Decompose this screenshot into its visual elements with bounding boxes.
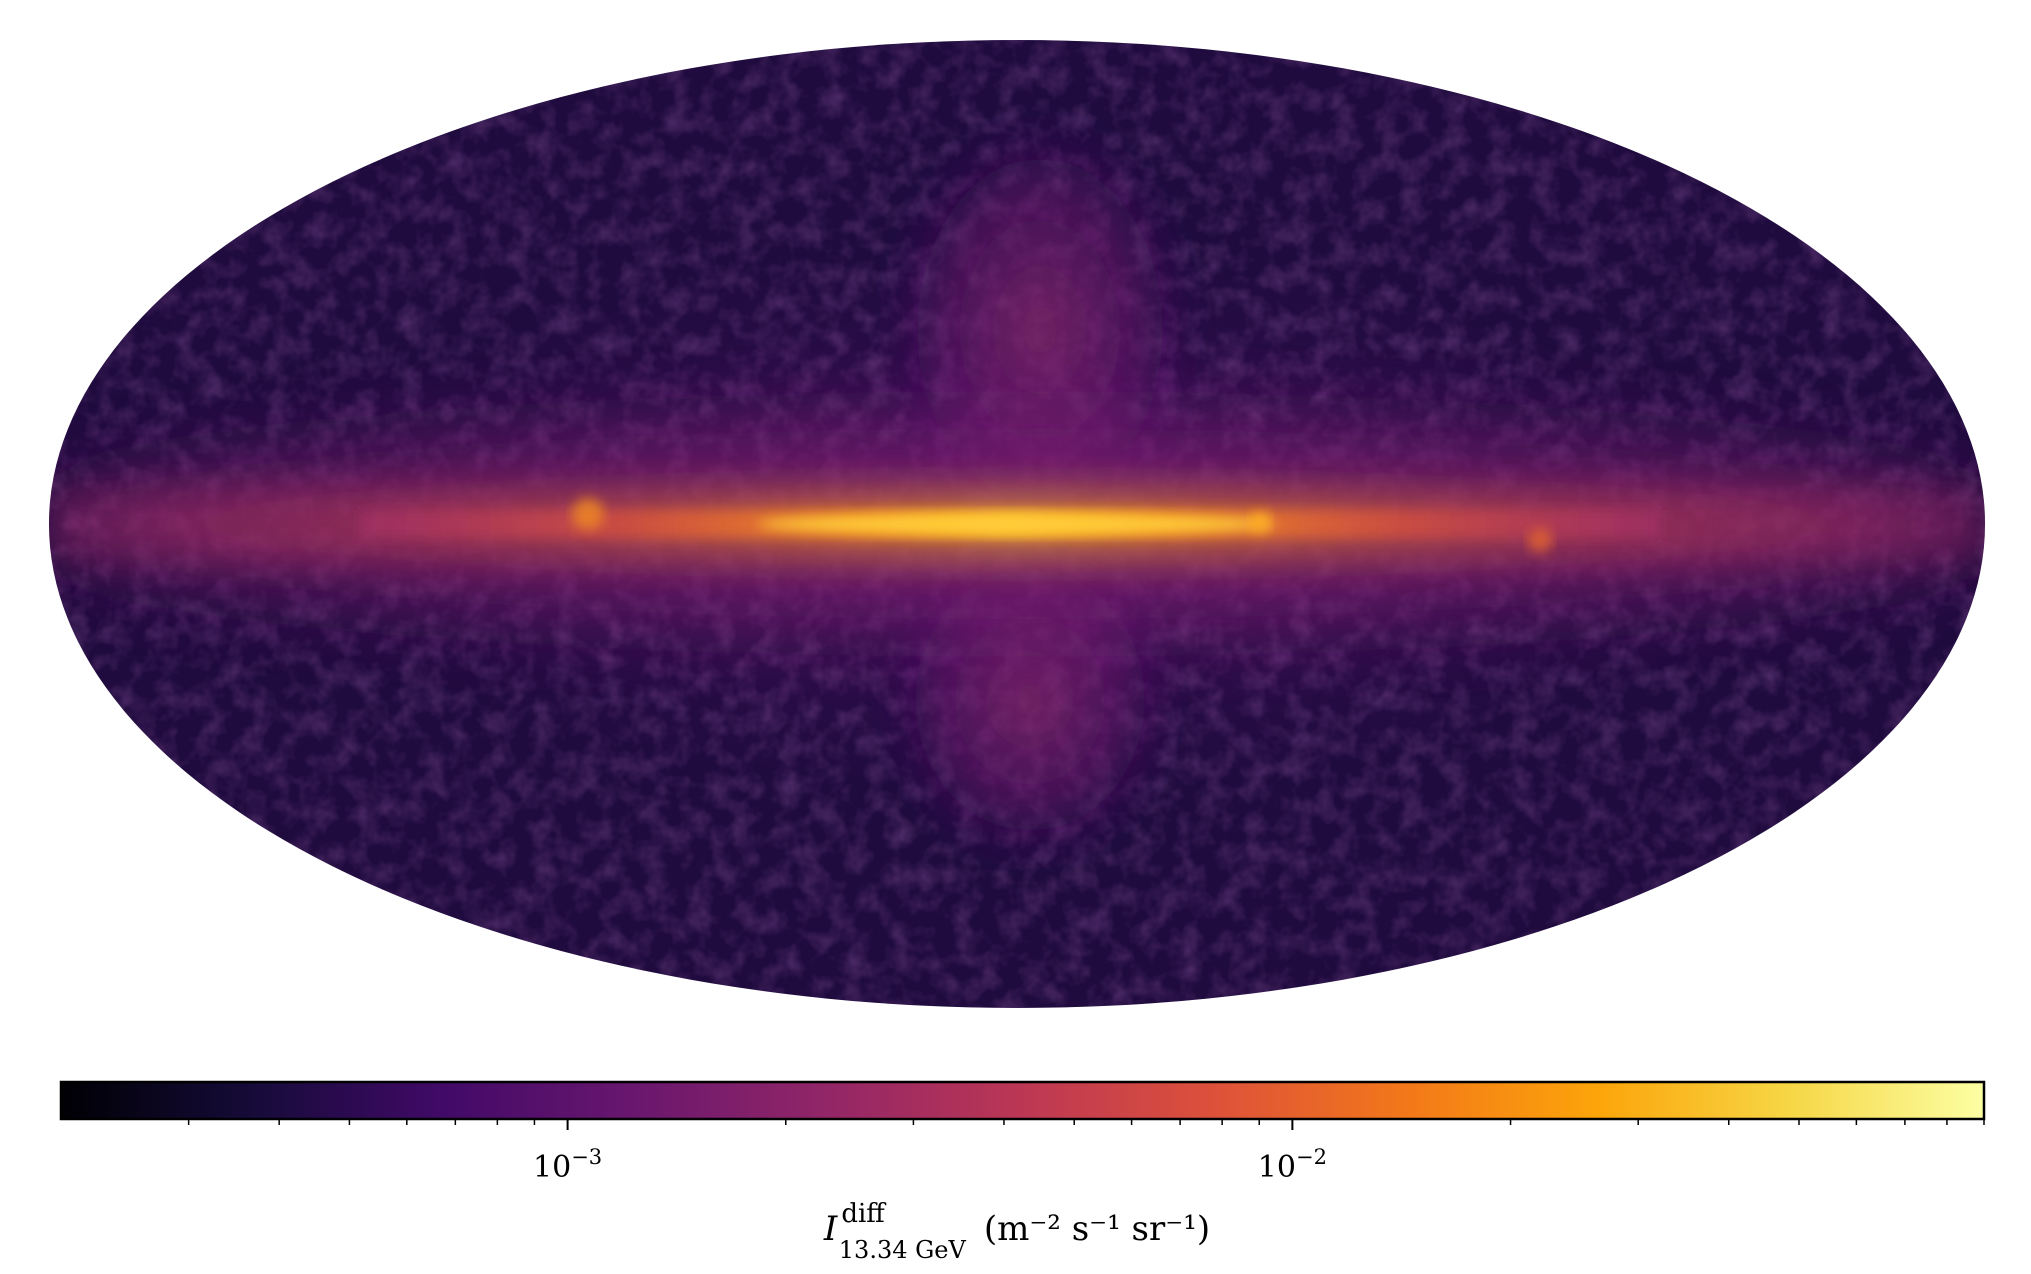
colorbar-tick-labels: 10−3 10−2 xyxy=(533,1145,1327,1185)
sky-map xyxy=(49,40,1985,1008)
tick-label-base: 10 xyxy=(533,1150,571,1185)
colorbar-tick-label: 10−3 xyxy=(533,1145,602,1185)
tick-label-exponent: −3 xyxy=(571,1145,602,1169)
tick-label-base: 10 xyxy=(1258,1150,1296,1185)
colorbar: 10−3 10−2 xyxy=(59,1080,1986,1185)
colorbar-ticks xyxy=(187,1119,1985,1130)
galactic-center xyxy=(757,515,1277,533)
label-symbol: I xyxy=(823,1209,838,1249)
tick-label-exponent: −2 xyxy=(1296,1145,1327,1169)
label-units: (m⁻² s⁻¹ sr⁻¹) xyxy=(984,1209,1210,1249)
label-superscript: diff xyxy=(841,1199,887,1229)
colorbar-frame xyxy=(59,1080,1986,1121)
label-subscript: 13.34 GeV xyxy=(839,1236,967,1264)
colorbar-tick-label: 10−2 xyxy=(1258,1145,1327,1185)
south-bubble xyxy=(890,540,1170,860)
bright-spot xyxy=(1250,512,1270,532)
colorbar-fill xyxy=(61,1082,1984,1119)
bright-spot xyxy=(1528,528,1552,552)
bright-spot xyxy=(572,498,604,530)
